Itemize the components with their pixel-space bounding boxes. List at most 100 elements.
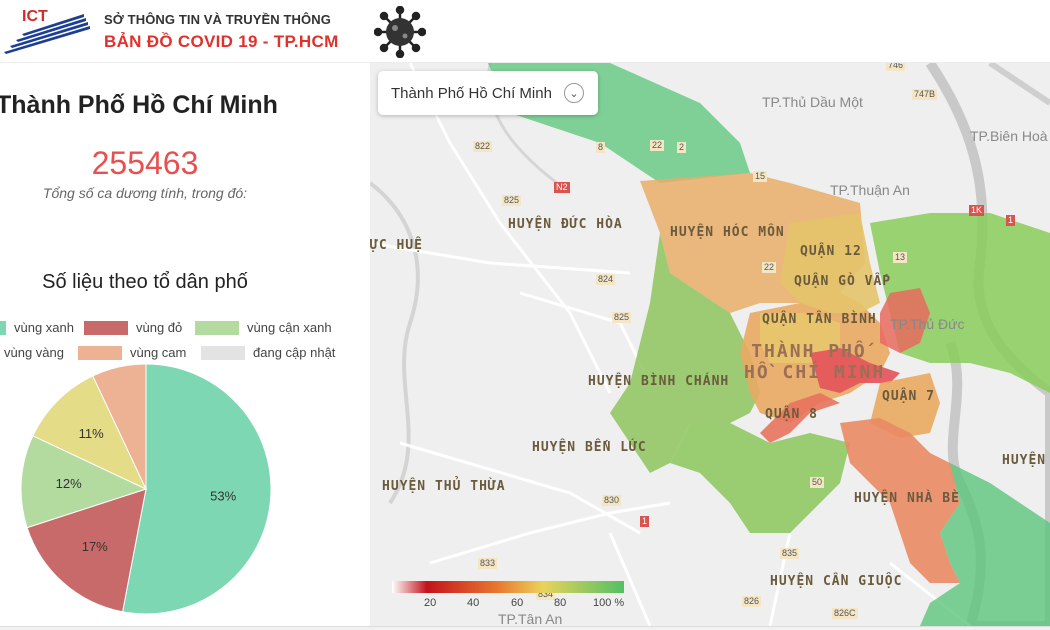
- place-label: HUYỆN CẦN GIUỘC: [770, 574, 903, 589]
- road-marker: 833: [478, 558, 498, 569]
- place-label: TP.Thủ Đức: [890, 316, 965, 332]
- road-marker: 834: [536, 589, 556, 600]
- zone-thu-duc[interactable]: [870, 213, 1050, 393]
- place-label: TP.Biên Hoà: [970, 128, 1048, 144]
- legend-swatch: [78, 345, 122, 360]
- app-header: ICT SỞ THÔNG TIN VÀ TRUYỀN THÔNG BẢN ĐỒ …: [0, 0, 1050, 63]
- legend-item-vung-cam[interactable]: vùng cam: [78, 345, 186, 360]
- legend-item-vung-vang[interactable]: vùng vàng: [0, 345, 64, 360]
- road-marker: 824: [596, 274, 616, 285]
- road-marker: 22: [762, 262, 777, 273]
- road-marker: 1: [1006, 215, 1016, 226]
- road-marker: 50: [810, 477, 825, 488]
- river: [925, 63, 1050, 626]
- stats-panel: Thành Phố Hồ Chí Minh 255463 Tổng số ca …: [0, 63, 370, 630]
- pie-slice[interactable]: [20, 435, 148, 529]
- footer-bar: [0, 626, 1050, 630]
- scale-label: 40: [467, 597, 480, 609]
- place-label: HUYỆN HÓC MÔN: [670, 225, 785, 240]
- place-label: HUYỆN BÌNH CHÁNH: [588, 374, 730, 389]
- pie-slice[interactable]: [32, 375, 148, 491]
- road-marker: 822: [473, 141, 493, 152]
- legend-swatch: [195, 320, 239, 335]
- legend-label: vùng cam: [130, 345, 187, 360]
- road-marker: 747B: [912, 89, 938, 100]
- map-color-scale: [392, 581, 624, 593]
- place-label: HUYỆN ĐỨC HÒA: [508, 217, 623, 232]
- app-title: BẢN ĐỒ COVID 19 - TP.HCM: [104, 32, 339, 51]
- legend-item-dang-cap-nhat[interactable]: đang cập nhật: [201, 345, 335, 360]
- place-label: TP.Thủ Dầu Một: [762, 94, 863, 110]
- road-marker: 826C: [832, 608, 858, 619]
- river: [370, 181, 420, 505]
- place-label: ỰC HUỆ: [370, 238, 423, 253]
- virus-icon: [374, 6, 426, 58]
- city-label-line: HỒ CHÍ MINH: [744, 362, 886, 383]
- road-marker: N2: [554, 182, 570, 193]
- place-label: TP.Thuận An: [830, 182, 910, 198]
- stats-title: Số liệu theo tổ dân phố: [42, 271, 248, 293]
- city-label-line: THÀNH PHỐ: [751, 341, 867, 362]
- place-label: QUẬN 7: [882, 389, 935, 404]
- road-marker: 1: [640, 516, 650, 527]
- zone-q12[interactable]: [780, 213, 880, 313]
- zone-red-core[interactable]: [810, 348, 900, 393]
- chevron-down-icon[interactable]: ⌄: [564, 83, 584, 103]
- city-select-value: Thành Phố Hồ Chí Minh: [391, 84, 552, 102]
- zone-binh-chanh[interactable]: [610, 233, 760, 473]
- zone-pie-chart: 53% 17% 12% 11%: [20, 363, 272, 615]
- pie-slice[interactable]: [26, 488, 147, 613]
- place-label: HUYỆN THỦ THỪA: [382, 479, 506, 494]
- place-label: HUYỆN NHÀ BÈ: [854, 491, 960, 506]
- pie-slice-label: 17%: [82, 539, 108, 554]
- road-marker: 2: [677, 142, 687, 153]
- scale-label: 80: [554, 597, 567, 609]
- total-cases: 255463: [91, 145, 199, 181]
- legend-label: vùng đỏ: [136, 320, 183, 335]
- zone-red-east[interactable]: [880, 288, 930, 353]
- place-label: TP.Tân An: [498, 611, 563, 626]
- river: [988, 63, 1050, 106]
- pie-slice-label: 53%: [210, 488, 236, 503]
- zone-q8[interactable]: [760, 393, 840, 443]
- city-select[interactable]: Thành Phố Hồ Chí Minh ⌄: [378, 71, 598, 115]
- place-label: QUẬN 12: [800, 244, 862, 259]
- scale-label: 20: [424, 597, 437, 609]
- city-label: THÀNH PHỐ HỒ CHÍ MINH: [744, 341, 886, 383]
- place-label: QUẬN TÂN BÌNH: [762, 312, 877, 327]
- road-marker: 8: [596, 142, 606, 153]
- total-cases-label: Tổng số ca dương tính, trong đó:: [42, 185, 248, 201]
- pie-slice[interactable]: [121, 363, 272, 615]
- covid-map[interactable]: Thành Phố Hồ Chí Minh ⌄ TP.Thủ Dầu Một T…: [370, 63, 1050, 626]
- place-label: HUYỆN: [1002, 453, 1047, 468]
- legend-label: vùng vàng: [4, 345, 64, 360]
- pie-slice-label: 11%: [79, 426, 104, 441]
- legend-item-vung-do[interactable]: vùng đỏ: [84, 320, 182, 335]
- map-canvas[interactable]: [370, 63, 1050, 626]
- place-label: QUẬN GÒ VẤP: [794, 274, 892, 289]
- road-marker: 15: [753, 171, 768, 182]
- place-label: HUYỆN BẾN LỨC: [532, 440, 647, 455]
- legend-item-vung-xanh[interactable]: vùng xanh: [0, 320, 74, 335]
- zone-can-gio[interactable]: [920, 463, 1050, 626]
- pie-slice[interactable]: [92, 363, 147, 490]
- road-marker: 746: [886, 63, 906, 71]
- road-marker: 830: [602, 495, 622, 506]
- zone-tan-binh[interactable]: [760, 313, 840, 363]
- legend-label: vùng xanh: [14, 320, 74, 335]
- road-marker: 835: [780, 548, 800, 559]
- road-marker: 22: [650, 140, 665, 151]
- zone-south-green[interactable]: [670, 423, 850, 533]
- place-label: QUẬN 8: [765, 407, 818, 422]
- legend-label: đang cập nhật: [253, 345, 336, 360]
- legend-label: vùng cận xanh: [247, 320, 332, 335]
- pie-slice-label: 12%: [56, 476, 82, 491]
- svg-text:ICT: ICT: [22, 8, 48, 25]
- legend-swatch: [0, 320, 6, 335]
- road-marker: 826: [742, 596, 762, 607]
- city-title: Thành Phố Hồ Chí Minh: [0, 91, 278, 119]
- ict-logo[interactable]: ICT: [2, 6, 92, 56]
- zone-nha-be[interactable]: [840, 418, 960, 583]
- legend-item-vung-can-xanh[interactable]: vùng cận xanh: [195, 320, 332, 335]
- road-marker: 825: [612, 312, 632, 323]
